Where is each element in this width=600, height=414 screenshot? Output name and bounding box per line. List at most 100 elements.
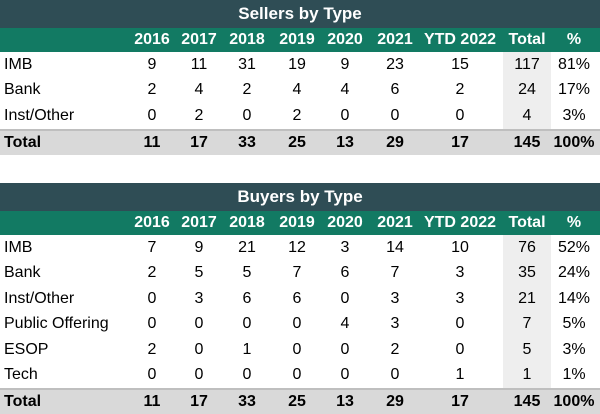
table-cell: 10 [451, 238, 469, 256]
total-cell: 25 [288, 393, 306, 410]
column-header: 2016 [134, 214, 170, 231]
table-cell: 6 [292, 289, 302, 307]
table-cell: 6 [340, 264, 350, 282]
total-cell: 13 [336, 133, 354, 151]
table-cell: 4 [340, 81, 350, 99]
table-cell: 14% [557, 289, 591, 307]
table-row: Inst/Other 0 2 0 2 0 0 0 4 3% [0, 103, 600, 129]
total-cell: 33 [238, 133, 256, 151]
table-cell: 5 [522, 340, 532, 358]
table-cell: 0 [194, 315, 204, 333]
table-cell: 3% [562, 106, 586, 124]
table-cell: 81% [557, 55, 591, 73]
table-cell: 0 [292, 315, 302, 333]
table-cell: 1 [455, 366, 465, 384]
column-header: 2019 [279, 214, 315, 231]
total-cell: 17 [190, 133, 208, 151]
table-cell: 0 [340, 106, 350, 124]
table-cell: 3 [455, 289, 465, 307]
table-cell: 24 [518, 81, 536, 99]
table-cell: 1 [522, 366, 532, 384]
buyers-body: IMB 7 9 21 12 3 14 10 76 52% Bank 2 5 5 7 6 7 3 35 24% Inst/… [0, 235, 600, 388]
table-cell: 4 [292, 81, 302, 99]
total-cell: 29 [386, 133, 404, 151]
table-cell: 14 [386, 238, 404, 256]
total-cell: 29 [386, 393, 404, 410]
total-column-shade [503, 52, 551, 129]
column-header: % [566, 31, 582, 48]
table-cell: 2 [147, 340, 157, 358]
table-cell: 6 [242, 289, 252, 307]
row-label: Tech [4, 366, 38, 384]
table-cell: 117 [514, 55, 540, 73]
table-cell: 0 [340, 289, 350, 307]
table-cell: 2 [455, 81, 465, 99]
sellers-body: IMB 9 11 31 19 9 23 15 117 81% Bank 2 4 2 4 4 6 2 24 17% Ins… [0, 52, 600, 129]
table-cell: 2 [194, 106, 204, 124]
table-cell: 11 [190, 55, 208, 73]
column-header: 2017 [181, 214, 217, 231]
row-label: Inst/Other [4, 106, 75, 124]
column-header: YTD 2022 [423, 214, 497, 231]
table-cell: 9 [340, 55, 350, 73]
table-cell: 0 [194, 366, 204, 384]
table-cell: 4 [522, 106, 532, 124]
table-cell: 0 [147, 106, 157, 124]
column-header: % [566, 214, 582, 231]
table-row: Tech 0 0 0 0 0 0 1 1 1% [0, 363, 600, 389]
column-header: Total [508, 214, 546, 231]
column-header: YTD 2022 [423, 31, 497, 48]
table-cell: 19 [288, 55, 306, 73]
table-cell: 0 [340, 340, 350, 358]
total-column-shade [503, 235, 551, 388]
table-cell: 2 [292, 106, 302, 124]
table-row: IMB 7 9 21 12 3 14 10 76 52% [0, 235, 600, 261]
table-row: Public Offering 0 0 0 0 4 3 0 7 5% [0, 312, 600, 338]
table-cell: 3% [562, 340, 586, 358]
table-cell: 3 [194, 289, 204, 307]
table-cell: 6 [390, 81, 400, 99]
table-cell: 0 [147, 366, 157, 384]
table-cell: 21 [518, 289, 536, 307]
table-cell: 21 [238, 238, 256, 256]
table-row: ESOP 2 0 1 0 0 2 0 5 3% [0, 337, 600, 363]
table-cell: 5 [194, 264, 204, 282]
table-cell: 0 [390, 366, 400, 384]
row-label: IMB [4, 55, 33, 73]
total-cell: 13 [336, 393, 354, 410]
sellers-title: Sellers by Type [0, 0, 600, 28]
table-cell: 12 [288, 238, 306, 256]
total-row: Total 11 17 33 25 13 29 17 145 100% [0, 128, 600, 155]
total-cell: 17 [451, 133, 469, 151]
table-cell: 3 [340, 238, 350, 256]
total-label: Total [4, 393, 42, 410]
table-cell: 3 [390, 315, 400, 333]
table-cell: 2 [242, 81, 252, 99]
table-cell: 0 [147, 289, 157, 307]
total-cell: 145 [513, 393, 541, 410]
table-cell: 7 [522, 315, 532, 333]
table-cell: 5 [242, 264, 252, 282]
table-cell: 52% [557, 238, 591, 256]
column-header: 2020 [327, 214, 363, 231]
total-cell: 33 [238, 393, 256, 410]
buyers-header-row: 2016 2017 2018 2019 2020 2021 YTD 2022 Total% [0, 211, 600, 235]
buyers-table: Buyers by Type 2016 2017 2018 2019 2020 2021 YT… [0, 183, 600, 414]
total-label: Total [4, 133, 42, 151]
table-cell: 0 [147, 315, 157, 333]
table-cell: 3 [390, 289, 400, 307]
table-cell: 31 [238, 55, 256, 73]
table-cell: 0 [292, 366, 302, 384]
column-header: 2018 [229, 31, 265, 48]
total-cell: 11 [143, 133, 161, 151]
total-cell: 17 [190, 393, 208, 410]
table-cell: 23 [386, 55, 404, 73]
total-cell: 25 [288, 133, 306, 151]
table-cell: 2 [147, 81, 157, 99]
column-header: 2018 [229, 214, 265, 231]
total-row: Total 11 17 33 25 13 29 17 145 100% [0, 388, 600, 414]
table-cell: 76 [518, 238, 536, 256]
table-cell: 4 [340, 315, 350, 333]
total-cell: 145 [513, 133, 541, 151]
row-label: ESOP [4, 340, 49, 358]
